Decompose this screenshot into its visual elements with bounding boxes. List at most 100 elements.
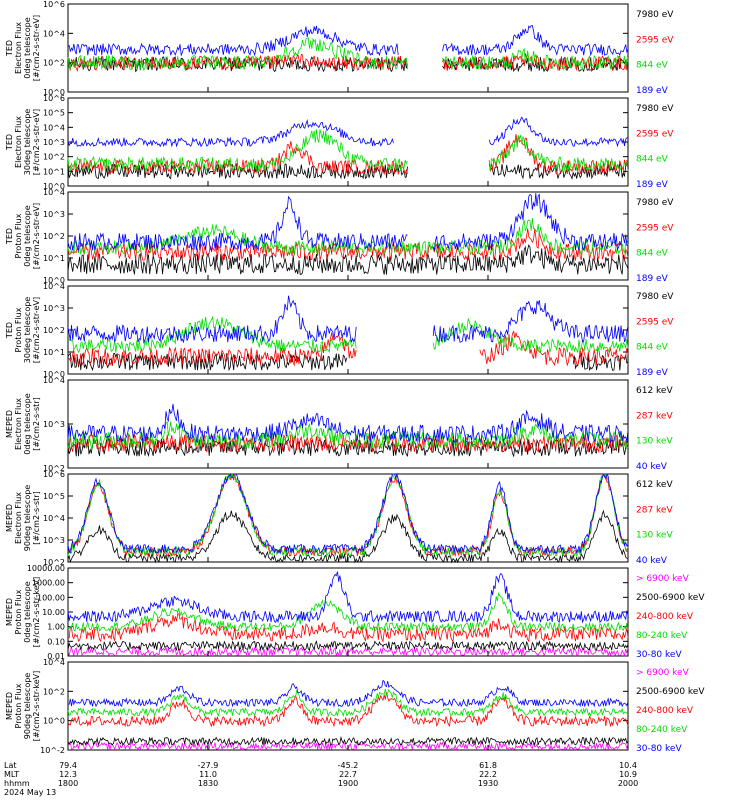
series-line <box>67 645 629 658</box>
y-tick-label: 10^4 <box>43 514 65 523</box>
series-line <box>67 688 629 718</box>
y-axis-label: [#/cm2-s-str-eV] <box>32 109 41 175</box>
y-tick-label: 0.10 <box>47 637 65 646</box>
y-tick-label: 10^1 <box>43 167 65 176</box>
y-axis-label: MEPED <box>5 692 14 720</box>
y-tick-label: 10000.00 <box>27 564 65 573</box>
footer-row-label: MLT <box>4 770 19 779</box>
legend-entry: 844 eV <box>636 61 669 71</box>
footer-tick-label: 61.8 <box>479 761 497 770</box>
legend-entry: 7980 eV <box>636 198 674 208</box>
legend-entry: 844 eV <box>636 343 669 353</box>
y-tick-label: 10^4 <box>43 29 65 38</box>
legend-entry: 30-80 keV <box>636 650 682 660</box>
y-axis-label: Proton Flux <box>14 213 23 258</box>
y-axis-label: [#/cm2-s-str-keV] <box>32 671 41 742</box>
series-line <box>67 244 629 275</box>
y-axis-label: Electron Flux <box>14 398 23 450</box>
footer-tick-label: 79.4 <box>59 761 77 770</box>
footer-row-label: hhmm <box>4 779 30 788</box>
y-tick-label: 10^0 <box>43 370 65 379</box>
legend-entry: 80-240 keV <box>636 631 688 641</box>
y-tick-label: 10^5 <box>43 109 65 118</box>
y-axis-label: 0deg telescope <box>23 17 32 78</box>
y-tick-label: 10^0 <box>43 717 65 726</box>
series-line <box>67 437 629 458</box>
y-tick-label: 10^3 <box>43 536 65 545</box>
legend-entry: 844 eV <box>636 249 669 259</box>
y-tick-label: 10^2 <box>43 232 65 241</box>
series-line <box>67 571 629 624</box>
series-line <box>67 735 629 747</box>
legend-entry: 240-800 keV <box>636 706 694 716</box>
y-axis-label: MEPED <box>5 410 14 438</box>
legend-entry: 7980 eV <box>636 10 674 20</box>
legend-entry: 2500-6900 keV <box>636 593 705 603</box>
y-tick-label: 1000.00 <box>32 579 65 588</box>
footer-tick-label: 1800 <box>58 779 78 788</box>
legend-entry: 7980 eV <box>636 292 674 302</box>
series-line <box>67 472 629 555</box>
series-line <box>67 330 629 367</box>
y-tick-label: 10^1 <box>43 254 65 263</box>
legend-entry: 240-800 keV <box>636 612 694 622</box>
y-tick-label: 10^-2 <box>40 746 65 755</box>
y-axis-label: [#/cm2-s-str] <box>32 491 41 544</box>
footer-tick-label: 1900 <box>338 779 358 788</box>
series-line <box>67 24 629 57</box>
footer-tick-label: 11.0 <box>199 770 217 779</box>
legend-entry: 30-80 keV <box>636 744 682 754</box>
legend-entry: 40 keV <box>636 462 668 472</box>
legend-entry: 130 keV <box>636 437 673 447</box>
y-tick-label: 10^4 <box>43 658 65 667</box>
y-axis-label: 0deg telescope <box>23 205 32 266</box>
y-axis-label: 30deg telescope <box>23 109 32 176</box>
y-axis-label: [#/cm2-s-str-eV] <box>32 203 41 269</box>
y-tick-label: 10^4 <box>43 188 65 197</box>
y-axis-label: 90deg telescope <box>23 485 32 552</box>
y-axis-label: Electron Flux <box>14 116 23 168</box>
legend-entry: 287 keV <box>636 505 673 515</box>
legend-entry: 612 keV <box>636 480 673 490</box>
series-line <box>67 613 629 643</box>
y-tick-label: 10^0 <box>43 276 65 285</box>
legend-entry: 2595 eV <box>636 223 674 233</box>
y-tick-label: 10^2 <box>43 464 65 473</box>
legend-entry: > 6900 keV <box>636 574 690 584</box>
y-tick-label: 100.00 <box>37 593 65 602</box>
y-axis-label: MEPED <box>5 504 14 532</box>
legend-entry: 189 eV <box>636 274 669 284</box>
y-tick-label: 10^6 <box>43 0 65 9</box>
legend-entry: 189 eV <box>636 86 669 96</box>
y-axis-label: TED <box>5 322 14 339</box>
y-tick-label: 10^0 <box>43 182 65 191</box>
series-line <box>67 509 629 564</box>
y-axis-label: [#/cm2-s-str] <box>32 397 41 450</box>
legend-entry: 2500-6900 keV <box>636 687 705 697</box>
y-axis-label: 0deg telescope <box>23 581 32 642</box>
footer-tick-label: -45.2 <box>338 761 359 770</box>
footer-tick-label: 2000 <box>618 779 638 788</box>
y-tick-label: 10^5 <box>43 492 65 501</box>
y-tick-label: 10^3 <box>43 210 65 219</box>
y-tick-label: 10^4 <box>43 282 65 291</box>
series-line <box>67 679 629 708</box>
series-line <box>67 352 629 372</box>
y-tick-label: 10^6 <box>43 94 65 103</box>
series-line <box>67 472 629 558</box>
legend-entry: 2595 eV <box>636 35 674 45</box>
y-axis-label: [#/cm2-s-str-keV] <box>32 577 41 648</box>
y-axis-label: 0deg telescope <box>23 393 32 454</box>
series-line <box>67 403 629 444</box>
y-tick-label: 10^2 <box>43 59 65 68</box>
y-tick-label: 10^3 <box>43 420 65 429</box>
y-tick-label: 10^3 <box>43 138 65 147</box>
y-tick-label: 10^6 <box>43 470 65 479</box>
y-tick-label: 10^2 <box>43 687 65 696</box>
legend-entry: 2595 eV <box>636 129 674 139</box>
series-line <box>67 591 629 633</box>
footer-tick-label: 1930 <box>478 779 498 788</box>
series-line <box>67 692 629 728</box>
y-tick-label: 10.00 <box>42 608 65 617</box>
